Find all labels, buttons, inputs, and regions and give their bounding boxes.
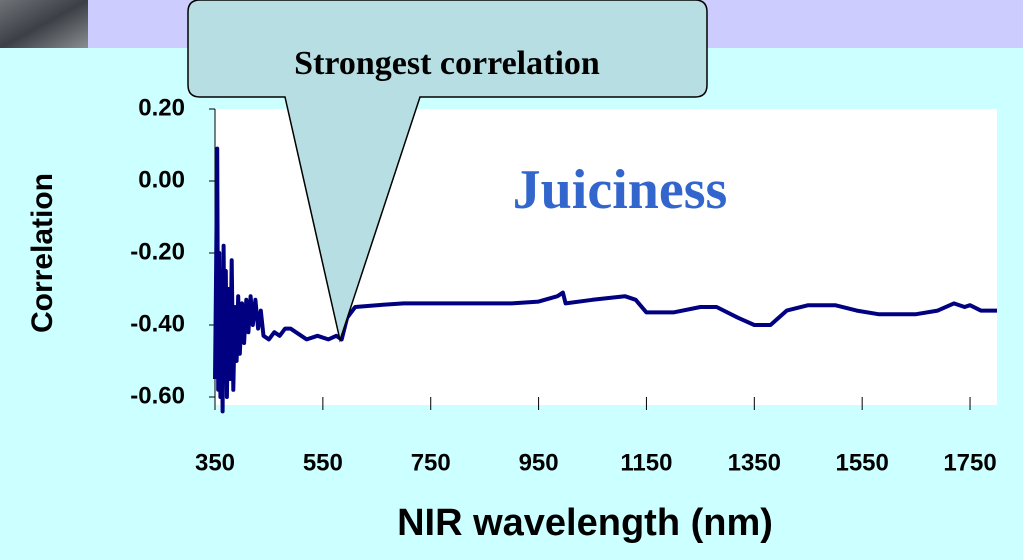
x-tick-label: 1150 xyxy=(620,449,672,476)
x-tick-label: 1350 xyxy=(728,449,781,476)
x-axis-label: NIR wavelength (nm) xyxy=(397,502,773,544)
callout-text: Strongest correlation xyxy=(294,45,600,82)
chart-title: Juiciness xyxy=(513,159,728,221)
y-tick-label: 0.20 xyxy=(138,94,185,121)
x-tick-label: 350 xyxy=(195,449,235,476)
callout: Strongest correlation xyxy=(187,0,708,343)
y-tick-label: -0.40 xyxy=(130,310,185,337)
thumbnail xyxy=(0,0,88,48)
data-line xyxy=(213,146,997,414)
x-tick-label: 950 xyxy=(519,449,559,476)
y-tick-label: -0.20 xyxy=(130,238,185,265)
x-tick-label: 750 xyxy=(411,449,451,476)
callout-shape xyxy=(187,0,708,343)
x-tick-label: 1750 xyxy=(943,449,996,476)
x-tick-label: 550 xyxy=(303,449,343,476)
x-tick-label: 1550 xyxy=(835,449,888,476)
y-axis-label: Correlation xyxy=(26,173,59,333)
y-tick-label: -0.60 xyxy=(130,382,185,409)
y-tick-label: 0.00 xyxy=(138,166,185,193)
